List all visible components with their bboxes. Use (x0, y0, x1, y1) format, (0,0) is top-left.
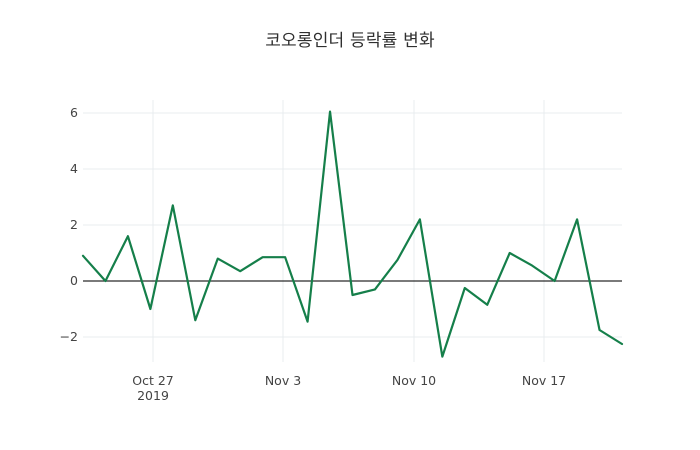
y-tick-label-4: 4 (70, 161, 78, 176)
x-tick-label-nov3: Nov 3 (223, 373, 343, 388)
x-tick-label-nov10: Nov 10 (354, 373, 474, 388)
data-series-line (81, 110, 624, 358)
x-tick-label-oct27: Oct 27 2019 (93, 373, 213, 403)
y-tick-label-neg2: −2 (59, 329, 78, 344)
y-tick-label-0: 0 (70, 273, 78, 288)
chart-title: 코오롱인더 등락률 변화 (265, 31, 435, 51)
x-tick-oct27-year: 2019 (137, 388, 169, 403)
x-tick-label-nov17: Nov 17 (484, 373, 604, 388)
y-tick-label-2: 2 (70, 217, 78, 232)
grid-lines (83, 100, 622, 362)
x-tick-nov10-primary: Nov 10 (391, 373, 437, 388)
x-tick-nov3-primary: Nov 3 (264, 373, 302, 388)
y-tick-label-6: 6 (70, 105, 78, 120)
x-tick-oct27-primary: Oct 27 (132, 373, 174, 388)
x-tick-nov17-primary: Nov 17 (521, 373, 567, 388)
